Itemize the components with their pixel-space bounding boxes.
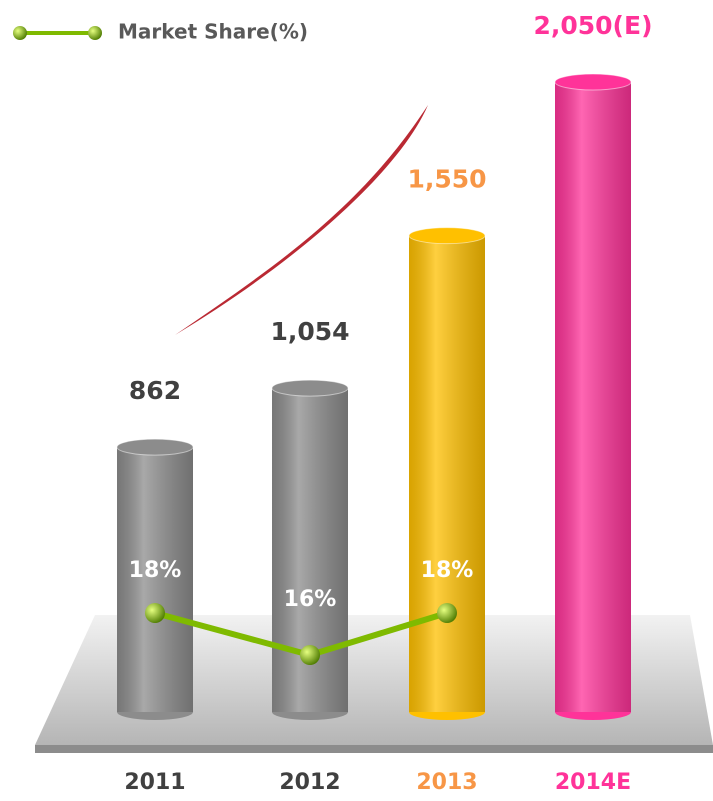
legend: Market Share(%) [13,20,308,44]
value-label: 1,054 [270,317,349,346]
line-marker [437,603,457,623]
bar-shade [117,447,193,712]
line-marker [300,645,320,665]
bar-top [116,438,194,456]
value-label: 18% [129,558,182,583]
legend-marker [88,26,102,40]
bar-top [554,73,632,91]
x-tick-label: 2012 [279,770,340,795]
x-tick-label: 2014E [555,770,631,795]
legend-label: Market Share(%) [118,20,308,44]
value-label: 862 [129,376,181,405]
bar-top [408,227,486,245]
x-tick-label: 2011 [124,770,185,795]
x-tick-label: 2013 [416,770,477,795]
bar-top [271,379,349,397]
value-label: 16% [284,587,337,612]
value-label: 2,050(E) [533,11,652,40]
value-label: 18% [421,558,474,583]
value-label: 1,550 [407,165,486,194]
bar-shade [409,235,485,712]
floor-edge [35,745,713,753]
legend-marker [13,26,27,40]
swoosh [175,105,428,335]
bar-shade [555,82,631,712]
floor [35,615,713,745]
line-marker [145,603,165,623]
